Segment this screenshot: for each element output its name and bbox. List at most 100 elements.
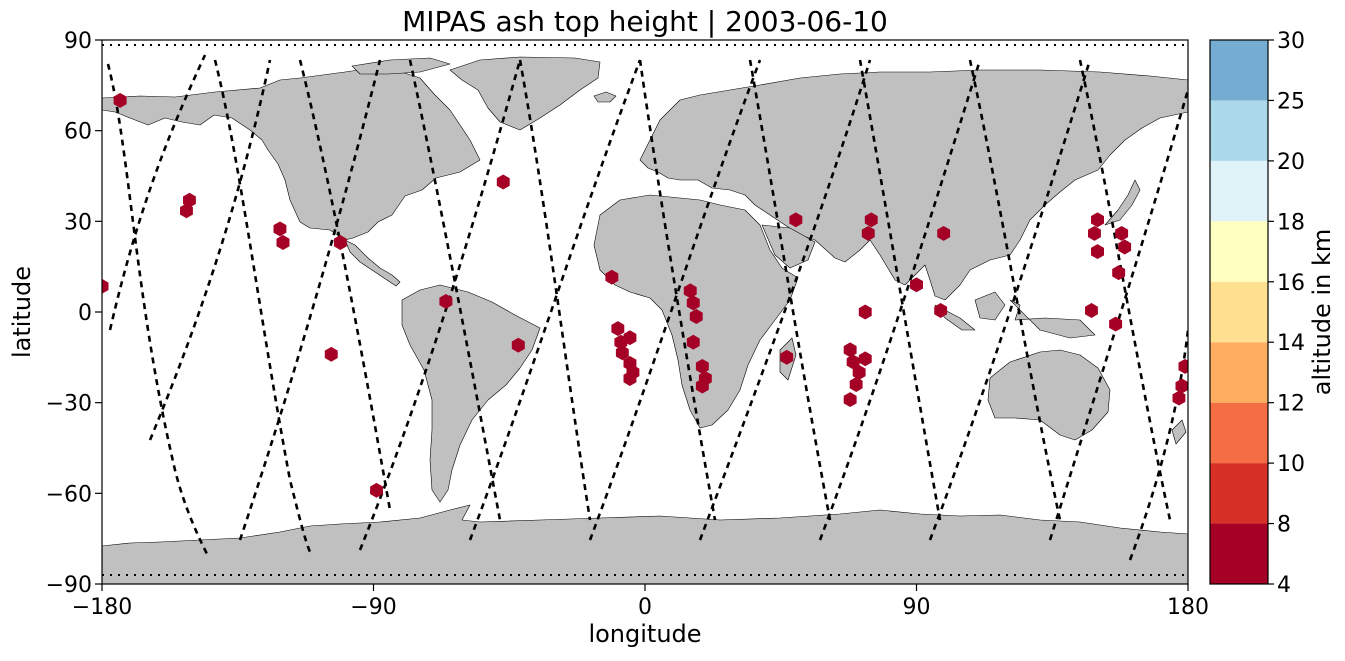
orbit-track-18: [928, 59, 1092, 541]
orbit-track-10: [468, 59, 642, 541]
colorbar-segment: [1210, 523, 1268, 584]
ash-point: [910, 277, 923, 293]
ash-point: [1085, 303, 1098, 318]
ash-point: [333, 235, 347, 250]
ash-point: [1112, 265, 1126, 281]
colorbar-label: altitude in km: [1308, 229, 1336, 396]
land-north-america: [102, 67, 481, 241]
orbit-track-2: [108, 54, 207, 331]
colorbar-tick-label: 4: [1277, 573, 1291, 598]
land-iceland: [593, 91, 617, 103]
ash-point: [789, 212, 803, 228]
ash-point: [858, 351, 872, 367]
ash-point: [273, 221, 287, 237]
ash-point: [1118, 239, 1132, 255]
orbit-tracks: [106, 54, 1188, 561]
ash-point: [615, 345, 629, 361]
colorbar-tick-label: 25: [1277, 89, 1305, 114]
ash-point: [849, 377, 863, 392]
y-tick-label: 30: [64, 210, 92, 235]
ash-point: [1178, 358, 1188, 374]
y-tick-label: −90: [46, 573, 92, 598]
colorbar-segment: [1210, 463, 1268, 524]
colorbar-tick-label: 20: [1277, 150, 1305, 175]
x-tick-label: 90: [903, 595, 931, 620]
ash-point: [611, 321, 625, 337]
land-new-zealand: [1171, 419, 1187, 445]
ash-point: [695, 378, 709, 394]
ash-point: [511, 337, 525, 353]
ash-point: [623, 371, 637, 386]
ash-point: [324, 346, 338, 362]
colorbar-segment: [1210, 281, 1268, 343]
orbit-track-12: [588, 59, 762, 541]
land-arabia: [761, 224, 816, 269]
ash-point: [934, 303, 948, 318]
ash-point: [937, 225, 951, 241]
colorbar: 4 8 10 12 14 16 18 20 25 30: [1209, 29, 1305, 598]
ash-point: [276, 235, 290, 250]
orbit-track-3: [213, 59, 312, 553]
colorbar-segment: [1210, 40, 1268, 101]
colorbar-segment: [1210, 221, 1268, 282]
x-tick-label: −180: [72, 595, 132, 620]
ash-point: [843, 342, 857, 358]
ash-point: [686, 295, 700, 311]
orbit-track-19: [1078, 59, 1172, 521]
plot-area: [102, 40, 1188, 584]
orbit-track-14: [698, 59, 872, 541]
ash-point: [605, 269, 619, 285]
ash-point: [852, 364, 866, 380]
orbit-track-9: [518, 59, 592, 521]
land-antarctica: [102, 504, 1188, 584]
y-axis: −90 −60 −30 0 30 60 90: [46, 29, 102, 598]
ash-point: [683, 283, 697, 299]
ash-point: [623, 330, 637, 346]
orbit-track-7: [408, 59, 502, 521]
colorbar-segment: [1210, 342, 1268, 403]
land-borneo: [974, 291, 1006, 321]
ash-point: [1091, 212, 1104, 228]
ash-point: [102, 278, 109, 294]
colorbar-segment: [1210, 160, 1268, 222]
ash-point: [496, 174, 510, 190]
orbit-track-6: [238, 59, 382, 541]
ash-point: [1175, 378, 1188, 394]
y-tick-label: −60: [46, 482, 92, 507]
y-axis-label: latitude: [8, 266, 36, 358]
ash-points: [102, 92, 1188, 498]
orbit-track-4: [148, 59, 272, 441]
x-tick-label: 180: [1167, 595, 1209, 620]
orbit-track-17: [968, 59, 1062, 521]
colorbar-tick-label: 10: [1277, 452, 1305, 477]
orbit-track-11: [638, 59, 717, 521]
land-eurasia: [639, 69, 1188, 301]
ash-point: [1088, 225, 1101, 241]
ash-point: [689, 309, 703, 324]
orbit-track-13: [748, 59, 832, 521]
colorbar-segment: [1210, 402, 1268, 464]
colorbar-tick-label: 14: [1277, 331, 1305, 356]
land-central-america: [344, 239, 401, 287]
ash-point: [843, 392, 857, 408]
ash-point: [1091, 244, 1104, 260]
colorbar-tick-label: 16: [1277, 271, 1305, 296]
x-tick-label: −90: [350, 595, 396, 620]
land-japan: [1104, 179, 1141, 226]
ash-point: [113, 92, 127, 108]
colorbar-tick-label: 12: [1277, 392, 1305, 417]
x-axis-label: longitude: [588, 620, 701, 648]
x-tick-label: 0: [638, 595, 652, 620]
ash-point: [179, 203, 193, 219]
orbit-track-8: [358, 59, 522, 551]
orbit-track-21: [1128, 329, 1188, 561]
ash-point: [686, 334, 700, 350]
orbit-track-15: [858, 59, 942, 521]
orbit-track-5: [298, 59, 392, 511]
polar-measurement-dots: [102, 44, 1188, 576]
colorbar-tick-label: 18: [1277, 210, 1305, 235]
colorbar-tick-label: 30: [1277, 29, 1305, 54]
y-tick-label: −30: [46, 392, 92, 417]
